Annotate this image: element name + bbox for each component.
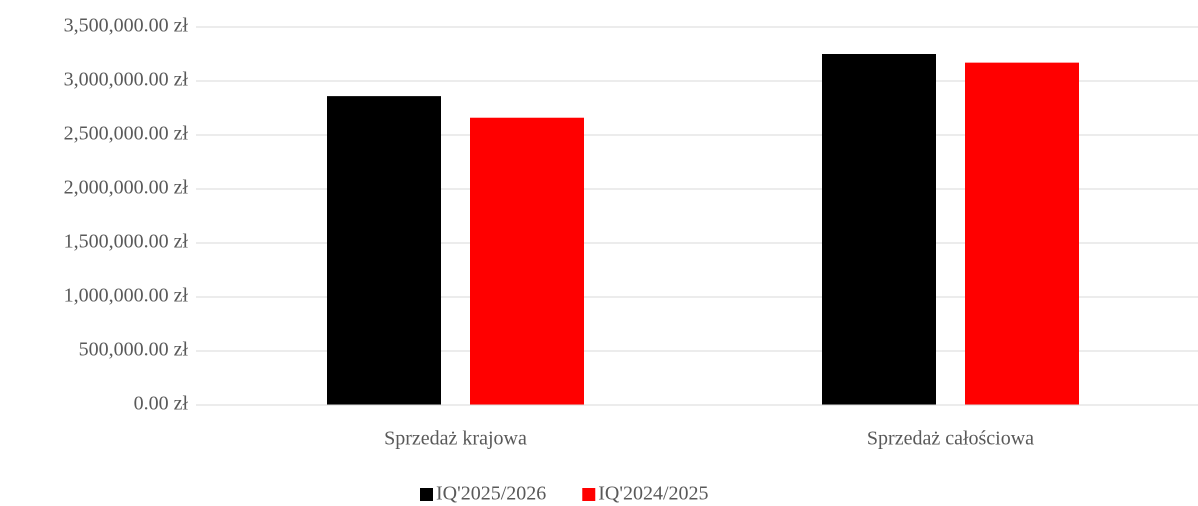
y-tick-label: 2,000,000.00 zł <box>64 177 189 199</box>
y-tick-label: 1,000,000.00 zł <box>64 285 189 307</box>
legend-label: IQ'2024/2025 <box>598 483 708 505</box>
y-tick-label: 3,500,000.00 zł <box>64 15 189 37</box>
y-tick-label: 2,500,000.00 zł <box>64 123 189 145</box>
bar <box>965 62 1079 405</box>
x-tick-label: Sprzedaż całościowa <box>867 428 1034 450</box>
bar <box>470 117 584 405</box>
bar <box>327 96 441 406</box>
bar <box>822 54 936 405</box>
y-tick-label: 0.00 zł <box>134 393 189 415</box>
legend-swatch <box>420 488 433 501</box>
legend-swatch <box>582 488 596 501</box>
legend-label: IQ'2025/2026 <box>436 483 546 505</box>
y-tick-label: 3,000,000.00 zł <box>64 69 189 91</box>
y-tick-label: 1,500,000.00 zł <box>64 231 189 253</box>
x-tick-label: Sprzedaż krajowa <box>384 428 527 450</box>
y-tick-label: 500,000.00 zł <box>79 339 189 361</box>
